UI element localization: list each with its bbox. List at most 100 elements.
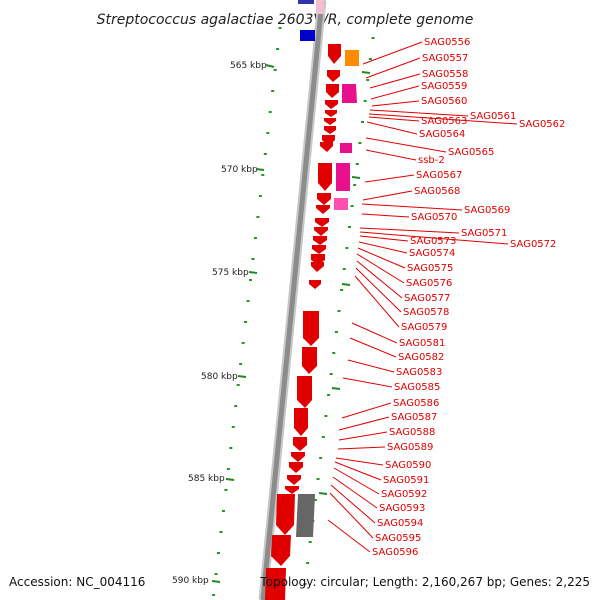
- gene-label[interactable]: SAG0572: [510, 239, 556, 250]
- gene-label[interactable]: SAG0569: [464, 205, 510, 216]
- gene-label[interactable]: SAG0591: [383, 475, 429, 486]
- gene-label[interactable]: SAG0558: [422, 69, 468, 80]
- gene-label[interactable]: SAG0583: [396, 367, 442, 378]
- gene-label[interactable]: SAG0575: [407, 263, 453, 274]
- gene-arrow[interactable]: [327, 70, 340, 82]
- gene-label[interactable]: SAG0574: [409, 248, 455, 259]
- gene-label[interactable]: SAG0594: [377, 518, 423, 529]
- gene-arrow[interactable]: [276, 494, 295, 535]
- gene-arrow[interactable]: [271, 535, 291, 566]
- gene-label[interactable]: SAG0579: [401, 322, 447, 333]
- gene-label[interactable]: SAG0567: [416, 170, 462, 181]
- gene-arrow[interactable]: [311, 262, 324, 272]
- gene-label[interactable]: SAG0592: [381, 489, 427, 500]
- gene-feature-gray[interactable]: [296, 494, 315, 537]
- leader-line: [368, 113, 518, 125]
- gene-label[interactable]: SAG0582: [398, 352, 444, 363]
- leader-line: [330, 484, 376, 524]
- leader-line: [327, 519, 371, 553]
- gene-label[interactable]: SAG0573: [410, 236, 456, 247]
- gene-label[interactable]: SAG0561: [470, 111, 516, 122]
- gene-label[interactable]: SAG0577: [404, 293, 450, 304]
- leader-line: [351, 322, 398, 344]
- genome-backbone: [258, 0, 327, 600]
- leader-line: [365, 137, 447, 153]
- gene-label[interactable]: SAG0576: [406, 278, 452, 289]
- gene-arrow[interactable]: [315, 218, 329, 227]
- gene-label[interactable]: SAG0557: [422, 53, 468, 64]
- leader-line: [361, 213, 410, 218]
- gene-feature-pink[interactable]: [334, 198, 348, 210]
- gene-arrow[interactable]: [294, 408, 308, 436]
- gene-arrow[interactable]: [324, 118, 336, 125]
- gene-arrow[interactable]: [313, 236, 327, 245]
- gene-arrow[interactable]: [318, 163, 332, 191]
- kbp-label: 590 kbp: [172, 576, 209, 586]
- gene-arrow[interactable]: [302, 347, 317, 374]
- gene-arrow[interactable]: [309, 280, 321, 289]
- gene-label[interactable]: SAG0562: [519, 119, 565, 130]
- gene-feature-orange[interactable]: [345, 50, 359, 66]
- gene-arrow[interactable]: [320, 142, 333, 152]
- tick-marks: [212, 27, 375, 596]
- gene-arrow[interactable]: [324, 126, 336, 134]
- gene-arrow[interactable]: [314, 227, 328, 236]
- gene-arrow[interactable]: [317, 193, 331, 205]
- gene-arrow[interactable]: [289, 462, 303, 473]
- leader-line: [338, 416, 390, 431]
- gene-arrow[interactable]: [303, 311, 319, 346]
- leader-line: [342, 377, 393, 388]
- leader-line: [334, 461, 382, 481]
- leader-line: [369, 73, 421, 89]
- gene-arrow[interactable]: [326, 84, 339, 98]
- gene-label[interactable]: SAG0590: [385, 460, 431, 471]
- gene-arrow[interactable]: [328, 44, 341, 64]
- gene-label[interactable]: SAG0595: [375, 533, 421, 544]
- gene-label[interactable]: SAG0585: [394, 382, 440, 393]
- gene-arrow[interactable]: [285, 486, 299, 494]
- gene-feature-magenta[interactable]: [340, 143, 352, 153]
- gene-label[interactable]: SAG0571: [461, 228, 507, 239]
- gene-arrow[interactable]: [312, 245, 326, 254]
- leader-line: [347, 359, 395, 373]
- gene-label[interactable]: SAG0588: [389, 427, 435, 438]
- kbp-label: 580 kbp: [201, 372, 238, 382]
- gene-label[interactable]: SAG0563: [421, 116, 467, 127]
- gene-label[interactable]: SAG0593: [379, 503, 425, 514]
- gene-label[interactable]: SAG0556: [424, 37, 470, 48]
- gene-label[interactable]: ssb-2: [418, 155, 445, 166]
- leader-line: [355, 267, 402, 313]
- gene-feature-pink-top[interactable]: [316, 0, 324, 14]
- gene-arrow[interactable]: [325, 100, 338, 109]
- gene-label[interactable]: SAG0589: [387, 442, 433, 453]
- gene-arrow[interactable]: [316, 205, 330, 214]
- leader-line: [365, 57, 421, 79]
- gene-label[interactable]: SAG0568: [414, 186, 460, 197]
- gene-label[interactable]: SAG0578: [403, 307, 449, 318]
- kbp-label: 570 kbp: [221, 165, 258, 175]
- gene-arrow[interactable]: [325, 110, 337, 117]
- gene-feature-blue[interactable]: [300, 30, 315, 41]
- gene-label[interactable]: SAG0570: [411, 212, 457, 223]
- gene-arrow[interactable]: [297, 376, 312, 408]
- leader-line: [354, 275, 400, 328]
- gene-label[interactable]: SAG0581: [399, 338, 445, 349]
- gene-label[interactable]: SAG0565: [448, 147, 494, 158]
- gene-feature-magenta[interactable]: [336, 163, 350, 191]
- gene-label[interactable]: SAG0596: [372, 547, 418, 558]
- gene-label[interactable]: SAG0587: [391, 412, 437, 423]
- gene-feature-blue-top[interactable]: [298, 0, 314, 4]
- gene-label[interactable]: SAG0586: [393, 398, 439, 409]
- gene-feature-magenta[interactable]: [342, 84, 357, 103]
- major-tick: [341, 283, 351, 286]
- gene-arrow[interactable]: [265, 568, 286, 600]
- gene-label[interactable]: SAG0560: [421, 96, 467, 107]
- leader-line: [349, 337, 397, 358]
- gene-arrow[interactable]: [287, 475, 301, 485]
- gene-arrow[interactable]: [291, 452, 305, 462]
- gene-label[interactable]: SAG0559: [421, 81, 467, 92]
- gene-label[interactable]: SAG0564: [419, 129, 465, 140]
- leader-line: [362, 190, 413, 201]
- gene-arrow[interactable]: [293, 437, 307, 451]
